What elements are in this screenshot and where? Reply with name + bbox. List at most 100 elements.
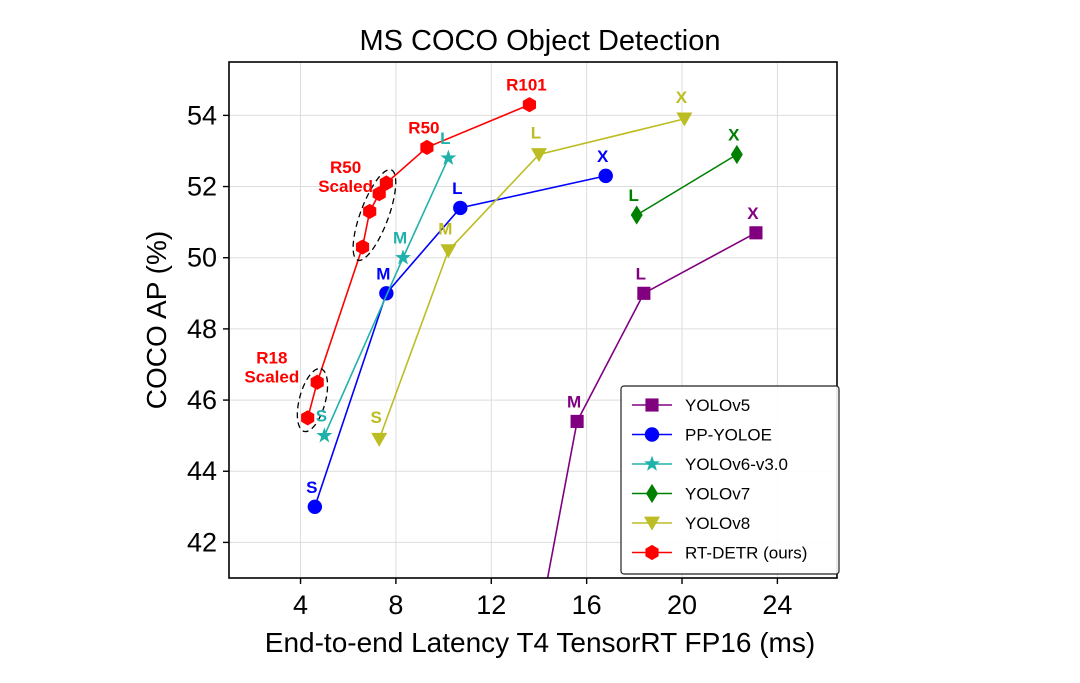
- data-point-rt-detr-ours: [301, 410, 315, 426]
- data-point-yolov6-v3-0: [316, 427, 333, 443]
- data-point-yolov6-v3-0: [440, 149, 457, 165]
- legend-item-yolov8: YOLOv8: [632, 514, 750, 533]
- legend-box: [620, 385, 840, 575]
- data-point-pp-yoloe: [379, 286, 394, 301]
- point-label-yolov8: L: [531, 124, 541, 143]
- data-point-rt-detr-ours: [420, 139, 434, 156]
- point-label-yolov8: M: [438, 220, 452, 239]
- y-tick-label: 48: [187, 314, 217, 344]
- data-point-yolov8: [440, 244, 457, 259]
- legend-item-yolov6-v3-0: YOLOv6-v3.0: [632, 455, 788, 474]
- legend-item-yolov5: YOLOv5: [632, 396, 750, 415]
- legend-item-rt-detr-ours: RT-DETR (ours): [632, 544, 807, 563]
- legend-label: YOLOv8: [685, 514, 750, 533]
- data-point-rt-detr-ours: [522, 97, 537, 113]
- point-label-yolov8: X: [676, 88, 688, 107]
- legend: YOLOv5 PP-YOLOE YOLOv6-v3.0 YOLOv7 YOLOv8 RT-…: [620, 385, 840, 575]
- point-label-rt-detr-ours: R101: [506, 76, 547, 95]
- legend-marker: [644, 516, 660, 531]
- plot-frame: [228, 61, 838, 579]
- series-line-yolov7: [636, 153, 738, 216]
- legend-label: PP-YOLOE: [685, 426, 772, 445]
- legend-item-pp-yoloe: PP-YOLOE: [632, 426, 772, 445]
- y-tick-label: 52: [187, 172, 217, 202]
- x-tick-label: 20: [667, 590, 697, 620]
- r50-scaled-label: Scaled: [318, 177, 373, 196]
- grid-lines: [229, 62, 837, 578]
- data-point-rt-detr-ours: [363, 203, 377, 220]
- chart-title: MS COCO Object Detection: [360, 25, 721, 57]
- data-point-pp-yoloe: [453, 200, 468, 216]
- legend-marker: [645, 544, 659, 561]
- point-label-yolov7: L: [629, 186, 639, 205]
- point-label-pp-yoloe: M: [376, 264, 390, 283]
- x-tick-label: 24: [762, 590, 792, 620]
- legend-label: RT-DETR (ours): [685, 544, 807, 563]
- data-point-yolov5: [570, 414, 584, 428]
- point-label-yolov5: X: [747, 204, 759, 223]
- point-label-yolov6-v3-0: S: [316, 407, 327, 426]
- x-tick-label: 4: [293, 590, 308, 620]
- data-point-pp-yoloe: [307, 499, 323, 515]
- data-point-yolov6-v3-0: [395, 249, 412, 265]
- legend-label: YOLOv6-v3.0: [685, 455, 788, 474]
- data-point-yolov7: [730, 144, 743, 165]
- point-label-pp-yoloe: L: [452, 179, 462, 198]
- series-layer: [301, 97, 763, 578]
- point-label-yolov7: X: [728, 126, 740, 145]
- legend-label: YOLOv7: [685, 485, 750, 504]
- r50-scaled-label: R50: [330, 158, 361, 177]
- point-label-yolov6-v3-0: M: [393, 229, 407, 248]
- r50-scaled-ellipse: [352, 168, 397, 262]
- legend-item-yolov7: YOLOv7: [632, 483, 750, 504]
- y-tick-label: 42: [187, 527, 217, 557]
- y-tick-label: 46: [187, 385, 217, 415]
- x-tick-label: 12: [476, 590, 506, 620]
- data-point-rt-detr-ours: [355, 239, 370, 255]
- point-label-yolov5: M: [567, 392, 581, 411]
- data-point-pp-yoloe: [598, 168, 613, 184]
- r18-scaled-label: Scaled: [244, 368, 299, 387]
- y-tick-label: 54: [187, 100, 217, 130]
- y-axis-label: COCO AP (%): [141, 231, 172, 409]
- point-label-yolov8: S: [371, 408, 382, 427]
- legend-marker: [644, 455, 660, 471]
- r18-scaled-ellipse: [296, 367, 329, 433]
- data-point-yolov5: [637, 286, 651, 300]
- point-labels: M L X S M L X S M L L X S M L X R50 R101: [306, 76, 759, 497]
- x-tick-label: 16: [572, 590, 602, 620]
- series-pp-yoloe: [307, 168, 613, 515]
- r18-scaled-label: R18: [256, 349, 287, 368]
- data-point-yolov7: [630, 205, 643, 225]
- legend-marker: [644, 427, 660, 442]
- series-rt-detr-ours: [301, 97, 537, 426]
- legend-label: YOLOv5: [685, 396, 750, 415]
- series-line-rt-detr-ours: [306, 103, 530, 419]
- series-line-pp-yoloe: [314, 175, 606, 508]
- legend-marker: [646, 483, 658, 504]
- series-line-yolov8: [378, 118, 685, 440]
- data-point-rt-detr-ours: [372, 186, 386, 202]
- point-label-pp-yoloe: X: [597, 147, 609, 166]
- series-yolov8: [371, 112, 693, 447]
- data-point-yolov8: [371, 432, 388, 447]
- data-point-rt-detr-ours: [310, 374, 324, 390]
- y-tick-label: 44: [187, 456, 217, 486]
- point-label-pp-yoloe: S: [306, 478, 317, 497]
- data-point-yolov5: [749, 226, 763, 240]
- series-yolov5: [546, 226, 763, 578]
- point-label-yolov6-v3-0: L: [440, 129, 450, 148]
- data-point-yolov8: [676, 112, 693, 127]
- x-tick-label: 8: [388, 590, 403, 620]
- point-label-rt-detr-ours: R50: [408, 118, 439, 137]
- series-yolov6-v3-0: [316, 149, 457, 443]
- point-label-yolov5: L: [636, 264, 646, 283]
- data-point-yolov8: [530, 148, 547, 163]
- legend-marker: [645, 398, 659, 412]
- data-point-rt-detr-ours: [379, 175, 393, 191]
- series-line-yolov5: [546, 232, 757, 578]
